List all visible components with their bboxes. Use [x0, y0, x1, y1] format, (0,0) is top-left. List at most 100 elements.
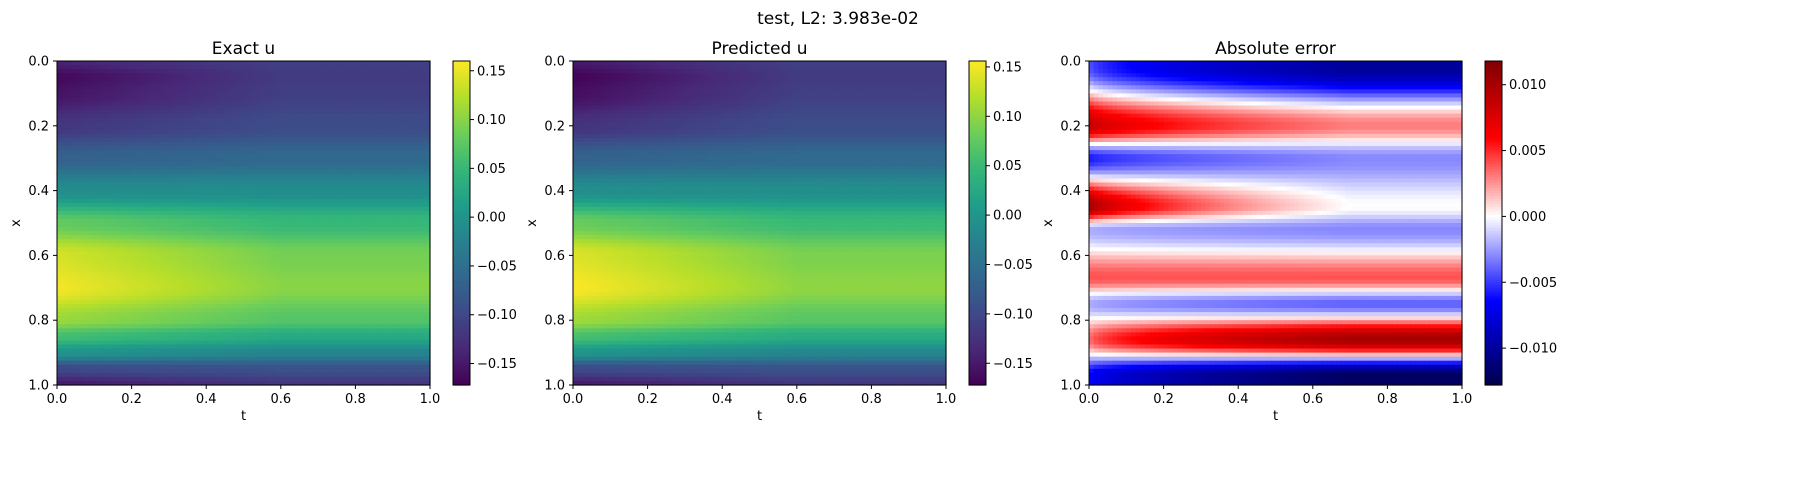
heatmap-cell: [327, 178, 333, 184]
heatmap-cell: [271, 154, 277, 159]
heatmap-cell: [154, 267, 161, 273]
heatmap-cell: [126, 101, 133, 107]
heatmap-cell: [201, 170, 207, 175]
heatmap-cell: [57, 279, 63, 285]
heatmap-cell: [252, 150, 259, 155]
heatmap-cell: [66, 206, 72, 212]
heatmap-cell: [159, 218, 165, 224]
heatmap-cell: [369, 251, 375, 256]
heatmap-cell: [364, 105, 370, 111]
heatmap-cell: [136, 186, 142, 192]
heatmap-cell: [89, 146, 95, 151]
heatmap-cell: [201, 113, 207, 119]
heatmap-cell: [136, 210, 142, 216]
heatmap-cell: [271, 146, 277, 151]
heatmap-cell: [112, 279, 119, 285]
heatmap-cell: [294, 243, 301, 248]
heatmap-cell: [61, 308, 67, 313]
heatmap-cell: [98, 206, 105, 212]
heatmap-cell: [136, 117, 142, 123]
heatmap-cell: [285, 113, 291, 119]
heatmap-cell: [117, 65, 123, 70]
heatmap-cell: [308, 133, 315, 139]
heatmap-cell: [313, 182, 319, 188]
heatmap-cell: [238, 162, 245, 167]
heatmap-cell: [406, 174, 412, 180]
heatmap-cell: [131, 117, 137, 123]
heatmap-cell: [392, 223, 398, 228]
heatmap-cell: [299, 267, 305, 273]
heatmap-cell: [173, 299, 179, 305]
heatmap-cell: [369, 291, 375, 297]
heatmap-cell: [313, 97, 319, 103]
heatmap-cell: [257, 299, 263, 305]
heatmap-cell: [322, 109, 329, 115]
heatmap-cell: [318, 279, 324, 285]
heatmap-cell: [122, 206, 128, 212]
heatmap-cell: [224, 243, 231, 248]
heatmap-cell: [61, 255, 67, 261]
heatmap-cell: [122, 61, 128, 66]
heatmap-cell: [196, 299, 203, 305]
heatmap-cell: [383, 61, 389, 66]
heatmap-cell: [304, 137, 310, 143]
heatmap-cell: [248, 73, 254, 78]
heatmap-cell: [154, 263, 161, 269]
heatmap-cell: [364, 308, 370, 313]
heatmap-cell: [364, 214, 370, 220]
heatmap-cell: [238, 299, 245, 305]
heatmap-cell: [308, 97, 315, 103]
heatmap-cell: [420, 271, 426, 277]
heatmap-cell: [257, 291, 263, 297]
heatmap-cell: [145, 101, 151, 107]
heatmap-cell: [322, 308, 329, 313]
heatmap-cell: [369, 61, 375, 66]
heatmap-cell: [238, 77, 245, 82]
heatmap-cell: [304, 109, 310, 115]
heatmap-cell: [364, 146, 370, 151]
heatmap-cell: [285, 198, 291, 204]
heatmap-cell: [313, 267, 319, 273]
heatmap-cell: [178, 142, 184, 147]
heatmap-cell: [318, 255, 324, 261]
heatmap-cell: [266, 113, 273, 119]
heatmap-cell: [327, 113, 333, 119]
heatmap-cell: [140, 194, 147, 200]
heatmap-cell: [378, 146, 384, 151]
heatmap-cell: [425, 214, 431, 220]
heatmap-cell: [304, 198, 310, 204]
heatmap-cell: [66, 65, 72, 70]
heatmap-cell: [378, 267, 384, 273]
heatmap-cell: [416, 129, 422, 135]
heatmap-cell: [173, 174, 179, 180]
heatmap-cell: [252, 223, 259, 228]
heatmap-cell: [164, 162, 170, 167]
heatmap-cell: [285, 263, 291, 269]
heatmap-cell: [103, 101, 109, 107]
heatmap-cell: [145, 81, 151, 86]
heatmap-cell: [70, 146, 77, 151]
heatmap-cell: [304, 89, 310, 94]
heatmap-cell: [369, 231, 375, 236]
heatmap-cell: [271, 81, 277, 86]
heatmap-cell: [262, 133, 268, 139]
heatmap-cell: [257, 121, 263, 127]
heatmap-cell: [299, 77, 305, 82]
heatmap-cell: [266, 186, 273, 192]
heatmap-cell: [257, 198, 263, 204]
heatmap-cell: [360, 97, 366, 103]
heatmap-cell: [411, 154, 417, 159]
heatmap-cell: [229, 174, 235, 180]
heatmap-cell: [61, 117, 67, 123]
heatmap-cell: [411, 162, 417, 167]
heatmap-cell: [182, 61, 189, 66]
heatmap-cell: [89, 304, 95, 309]
heatmap-cell: [322, 137, 329, 143]
heatmap-cell: [154, 146, 161, 151]
heatmap-cell: [182, 65, 189, 70]
heatmap-cell: [238, 61, 245, 66]
heatmap-cell: [234, 121, 240, 127]
heatmap-cell: [150, 255, 156, 261]
heatmap-cell: [94, 137, 100, 143]
heatmap-cell: [84, 65, 91, 70]
